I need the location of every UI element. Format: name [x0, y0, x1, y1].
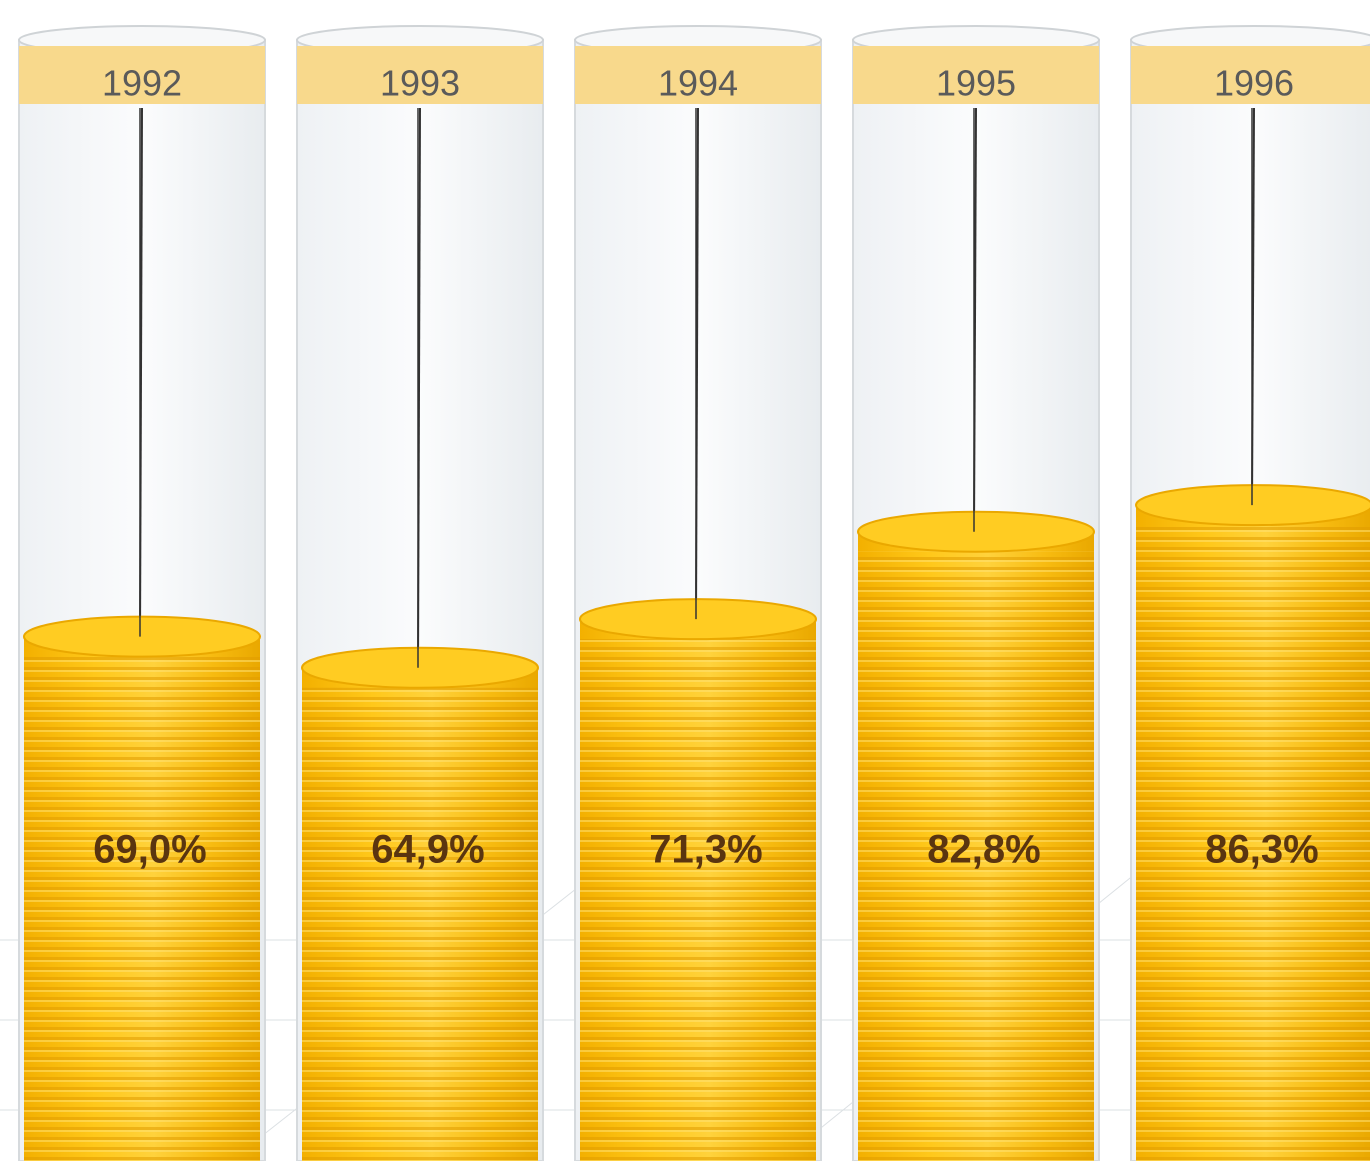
- year-band: [297, 46, 543, 104]
- coin-ridges: [24, 656, 260, 1161]
- value-label: 71,3%: [649, 828, 762, 872]
- year-band: [1131, 46, 1370, 104]
- value-label: 69,0%: [93, 828, 206, 872]
- coin-top: [301, 646, 539, 689]
- coin-top: [23, 615, 261, 658]
- value-label: 82,8%: [927, 828, 1040, 872]
- coin-top: [857, 510, 1095, 553]
- x-tick-label: 1992: [102, 63, 182, 104]
- year-band: [575, 46, 821, 104]
- coin-ridges: [580, 639, 816, 1161]
- coin-ridges: [1136, 525, 1370, 1161]
- x-tick-label: 1996: [1214, 63, 1294, 104]
- coin-ridges: [858, 551, 1094, 1161]
- value-label: 64,9%: [371, 828, 484, 872]
- coin-top: [1135, 484, 1370, 527]
- x-tick-label: 1995: [936, 63, 1016, 104]
- x-tick-label: 1994: [658, 63, 738, 104]
- x-tick-label: 1993: [380, 63, 460, 104]
- coin-ridges: [302, 687, 538, 1161]
- coin-top: [579, 598, 817, 641]
- year-band: [19, 46, 265, 104]
- year-band: [853, 46, 1099, 104]
- value-label: 86,3%: [1205, 828, 1318, 872]
